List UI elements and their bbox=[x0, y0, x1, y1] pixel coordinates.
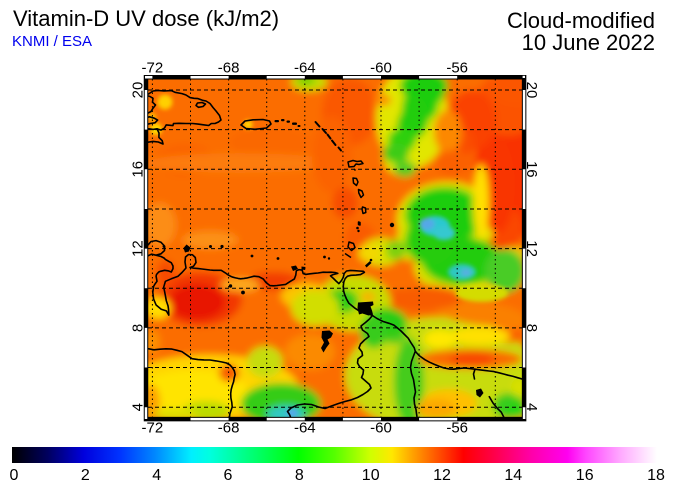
svg-text:16: 16 bbox=[130, 161, 147, 178]
svg-text:12: 12 bbox=[130, 240, 147, 257]
svg-text:8: 8 bbox=[295, 467, 304, 484]
svg-text:12: 12 bbox=[523, 240, 540, 257]
svg-text:-56: -56 bbox=[446, 60, 468, 77]
svg-text:18: 18 bbox=[647, 467, 665, 484]
svg-text:12: 12 bbox=[433, 467, 451, 484]
svg-text:20: 20 bbox=[523, 82, 540, 99]
svg-text:-68: -68 bbox=[218, 420, 240, 437]
svg-text:-68: -68 bbox=[218, 60, 240, 77]
svg-text:-56: -56 bbox=[446, 420, 468, 437]
svg-text:20: 20 bbox=[130, 82, 147, 99]
svg-text:4: 4 bbox=[523, 403, 540, 411]
svg-text:16: 16 bbox=[576, 467, 594, 484]
svg-text:-60: -60 bbox=[370, 60, 392, 77]
svg-text:8: 8 bbox=[523, 324, 540, 332]
svg-text:10: 10 bbox=[362, 467, 380, 484]
svg-text:0: 0 bbox=[10, 467, 19, 484]
svg-text:8: 8 bbox=[130, 324, 147, 332]
svg-text:4: 4 bbox=[130, 403, 147, 411]
svg-text:2: 2 bbox=[81, 467, 90, 484]
svg-text:14: 14 bbox=[504, 467, 522, 484]
svg-text:6: 6 bbox=[224, 467, 233, 484]
svg-text:-72: -72 bbox=[142, 420, 164, 437]
svg-text:16: 16 bbox=[523, 161, 540, 178]
svg-text:4: 4 bbox=[152, 467, 161, 484]
svg-text:-60: -60 bbox=[370, 420, 392, 437]
svg-text:-72: -72 bbox=[142, 60, 164, 77]
svg-text:-64: -64 bbox=[294, 420, 316, 437]
svg-text:-64: -64 bbox=[294, 60, 316, 77]
